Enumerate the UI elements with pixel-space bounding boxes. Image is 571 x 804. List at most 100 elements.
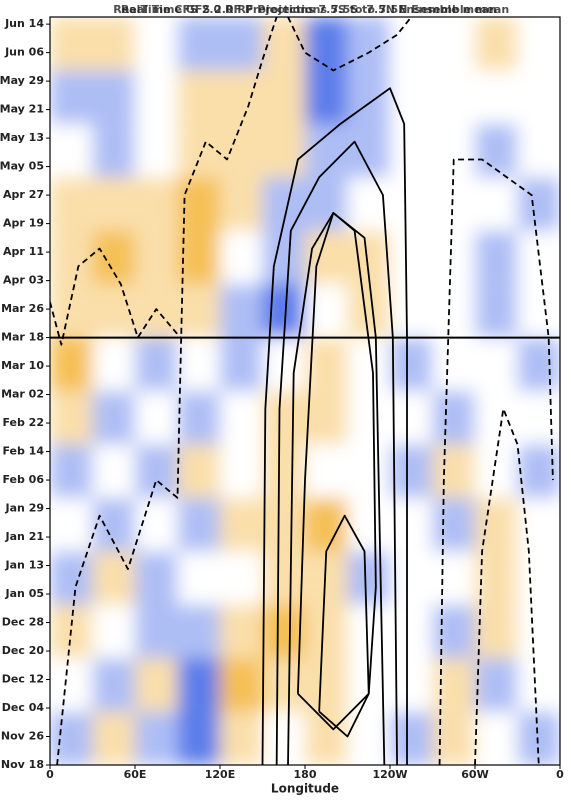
heat-cell bbox=[135, 337, 178, 391]
x-tick-label: 0 bbox=[46, 768, 54, 781]
chart-title: Real Time GFS 2.0 RF Projections 7.5S to… bbox=[121, 3, 509, 16]
heat-cell bbox=[390, 230, 433, 285]
heat-cell bbox=[262, 70, 305, 124]
heat-cell bbox=[92, 444, 135, 498]
heat-cell bbox=[177, 658, 220, 712]
heat-cell bbox=[305, 177, 348, 231]
heat-cell bbox=[220, 123, 263, 178]
heat-cell bbox=[135, 230, 178, 285]
heat-cell bbox=[92, 17, 135, 71]
y-tick-label: Dec 20 bbox=[2, 644, 45, 657]
heat-cell bbox=[135, 444, 178, 498]
heat-cell bbox=[177, 337, 220, 391]
heat-cell bbox=[135, 177, 178, 231]
heat-cell bbox=[517, 70, 560, 124]
heat-cell bbox=[305, 230, 348, 285]
y-tick-label: Jan 05 bbox=[5, 587, 44, 600]
heat-cell bbox=[50, 177, 93, 231]
heat-cell bbox=[390, 444, 433, 498]
heat-cell bbox=[220, 17, 263, 71]
heat-cell bbox=[305, 604, 348, 659]
y-tick-label: Jun 06 bbox=[4, 46, 44, 59]
heat-cell bbox=[517, 284, 560, 338]
contour bbox=[287, 17, 412, 72]
heat-cell bbox=[177, 604, 220, 659]
heat-cell bbox=[50, 123, 93, 178]
y-tick-label: Feb 22 bbox=[2, 416, 44, 429]
x-tick-label: 60W bbox=[461, 768, 488, 781]
heat-cell bbox=[390, 551, 433, 605]
heat-cell bbox=[50, 17, 93, 71]
heat-cell bbox=[50, 391, 93, 445]
heat-cell bbox=[432, 658, 475, 712]
contour bbox=[56, 17, 278, 765]
heat-cell bbox=[517, 604, 560, 659]
heat-cell bbox=[432, 230, 475, 285]
heat-cell bbox=[347, 391, 390, 445]
heat-cell bbox=[347, 70, 390, 124]
heat-cell bbox=[135, 17, 178, 71]
contour bbox=[438, 158, 554, 765]
heat-cell bbox=[390, 604, 433, 659]
heat-cell bbox=[92, 123, 135, 178]
heat-cell bbox=[517, 444, 560, 498]
heat-cell bbox=[220, 177, 263, 231]
x-tick-label: 180 bbox=[294, 768, 317, 781]
heat-cell bbox=[220, 284, 263, 338]
heat-cell bbox=[135, 711, 178, 765]
contour bbox=[275, 140, 398, 765]
heat-cell bbox=[475, 604, 518, 659]
heat-cell bbox=[432, 551, 475, 605]
heat-cell bbox=[92, 230, 135, 285]
heat-cell bbox=[390, 391, 433, 445]
heat-cell bbox=[92, 658, 135, 712]
heat-cell bbox=[475, 337, 518, 391]
heat-cell bbox=[92, 70, 135, 124]
heat-cell bbox=[135, 658, 178, 712]
heat-cell bbox=[135, 284, 178, 338]
heat-cell bbox=[347, 444, 390, 498]
contour bbox=[50, 247, 182, 346]
heat-cell bbox=[305, 17, 348, 71]
heat-cell bbox=[50, 497, 93, 552]
heat-cell bbox=[177, 497, 220, 552]
heat-cell bbox=[262, 551, 305, 605]
contour bbox=[261, 87, 408, 765]
heat-cell bbox=[475, 123, 518, 178]
heat-cell bbox=[475, 284, 518, 338]
x-tick-label: 120W bbox=[372, 768, 407, 781]
heat-cell bbox=[220, 551, 263, 605]
y-tick-label: Apr 03 bbox=[3, 274, 44, 287]
heat-cell bbox=[305, 391, 348, 445]
heat-cell bbox=[390, 497, 433, 552]
heat-cell bbox=[475, 177, 518, 231]
heat-cell bbox=[220, 604, 263, 659]
heat-cell bbox=[432, 337, 475, 391]
heat-cell bbox=[432, 177, 475, 231]
heat-cell bbox=[517, 711, 560, 765]
heat-cell bbox=[262, 391, 305, 445]
heat-cell bbox=[220, 230, 263, 285]
x-axis-label: Longitude bbox=[271, 782, 339, 796]
y-tick-label: May 05 bbox=[0, 160, 44, 173]
heat-cell bbox=[220, 391, 263, 445]
heat-cell bbox=[475, 17, 518, 71]
heat-cell bbox=[177, 711, 220, 765]
heat-cell bbox=[50, 711, 93, 765]
heat-cell bbox=[92, 391, 135, 445]
heat-cell bbox=[50, 444, 93, 498]
contour bbox=[297, 212, 377, 731]
heat-cell bbox=[517, 497, 560, 552]
y-tick-label: May 21 bbox=[0, 103, 44, 116]
x-tick-label: 0 bbox=[556, 768, 564, 781]
y-tick-label: Jan 13 bbox=[5, 559, 44, 572]
y-tick-label: Feb 06 bbox=[2, 473, 44, 486]
heat-cell bbox=[305, 444, 348, 498]
heat-cell bbox=[220, 711, 263, 765]
heat-cell bbox=[390, 177, 433, 231]
heat-cell bbox=[262, 711, 305, 765]
heat-cell bbox=[305, 658, 348, 712]
heat-cell bbox=[517, 177, 560, 231]
heat-cell bbox=[347, 497, 390, 552]
heat-cell bbox=[432, 284, 475, 338]
